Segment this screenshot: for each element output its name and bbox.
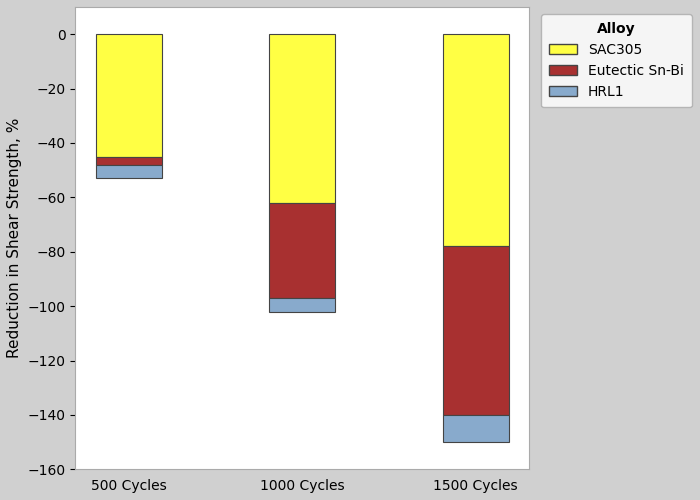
Bar (442, 415, 509, 442)
Bar (442, 246, 509, 415)
Bar (96, 164, 162, 178)
Bar (96, 34, 162, 156)
Bar (270, 34, 335, 203)
Bar (442, 34, 509, 246)
Y-axis label: Reduction in Shear Strength, %: Reduction in Shear Strength, % (7, 118, 22, 358)
Bar (96, 156, 162, 164)
Bar (270, 298, 335, 312)
Legend: SAC305, Eutectic Sn-Bi, HRL1: SAC305, Eutectic Sn-Bi, HRL1 (540, 14, 692, 108)
Bar (270, 203, 335, 298)
